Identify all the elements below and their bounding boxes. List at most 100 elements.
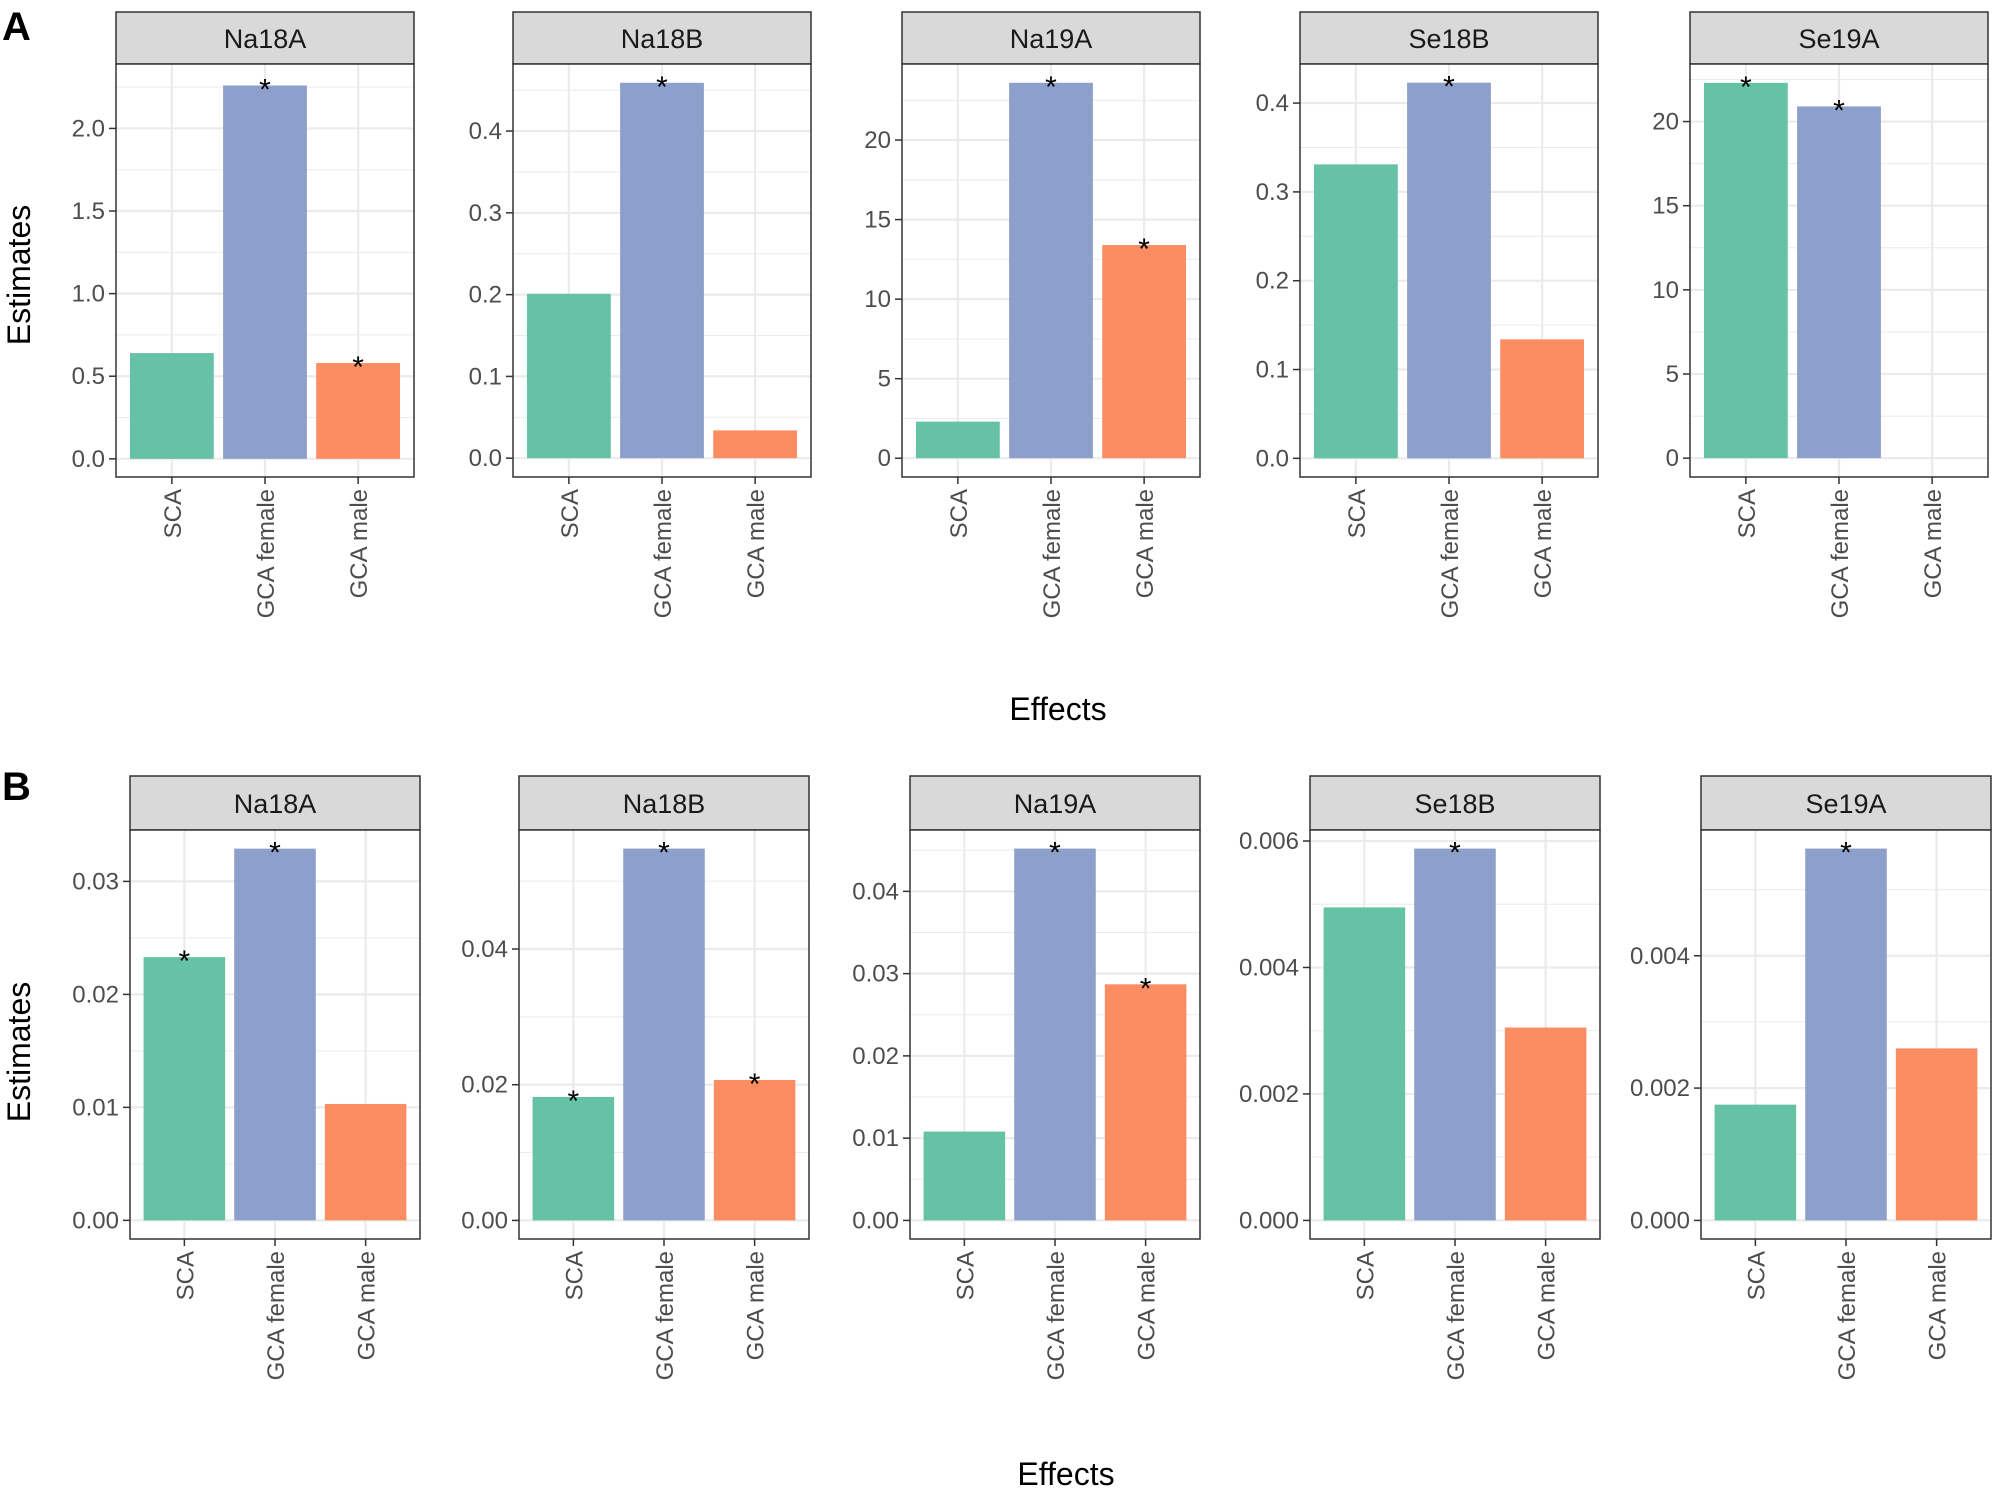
y-tick-label: 0.02 [72, 981, 119, 1008]
x-tick-label: GCA male [1530, 489, 1557, 598]
bar-gca-female [1414, 848, 1496, 1221]
x-tick-label: SCA [172, 1251, 199, 1300]
x-tick-label: SCA [1734, 489, 1761, 538]
x-tick-label: GCA male [743, 1251, 770, 1360]
bar-gca-male [1500, 339, 1585, 459]
x-tick-label: SCA [1344, 489, 1371, 538]
bar-gca-male [1102, 245, 1187, 459]
y-tick-label: 0.004 [1239, 954, 1299, 981]
bar-gca-male [1504, 1027, 1587, 1221]
bar-sca [1313, 164, 1398, 459]
significance-star: * [1045, 71, 1057, 104]
y-tick-label: 0.002 [1239, 1081, 1299, 1108]
x-tick-label: GCA male [1534, 1251, 1561, 1360]
significance-star: * [1833, 94, 1845, 127]
x-tick-label: SCA [557, 489, 584, 538]
facet-title: Na18A [234, 789, 317, 819]
x-tick-label: SCA [1743, 1251, 1770, 1300]
facet-title: Na18B [623, 789, 706, 819]
significance-star: * [269, 837, 281, 870]
y-tick-label: 0.3 [469, 200, 502, 227]
bar-sca [532, 1096, 615, 1221]
y-tick-label: 20 [864, 127, 891, 154]
facet-b-na19a: Na19A 0.00 0.01 0.02 0.03 0.04 * * SCA GCA female… [852, 775, 1201, 1380]
x-tick-label: GCA female [650, 489, 677, 618]
bar-gca-male [1104, 984, 1187, 1221]
y-tick-label: 15 [864, 207, 891, 234]
y-tick-label: 20 [1652, 109, 1679, 136]
x-tick-label: SCA [952, 1251, 979, 1300]
x-axis-title-b: Effects [1017, 1456, 1114, 1490]
bar-gca-male [713, 1079, 796, 1221]
facet-strip [129, 775, 421, 831]
y-tick-label: 0.4 [469, 118, 502, 145]
y-tick-label: 0 [1666, 445, 1679, 472]
x-tick-label: SCA [946, 489, 973, 538]
bar-gca-female [1009, 82, 1093, 459]
x-tick-label: GCA male [354, 1251, 381, 1360]
bar-gca-female [620, 82, 704, 459]
bar-gca-female [623, 848, 705, 1221]
significance-star: * [568, 1085, 580, 1118]
bar-sca [1703, 82, 1788, 459]
bar-gca-male [1895, 1048, 1978, 1221]
x-tick-label: GCA female [1827, 489, 1854, 618]
significance-star: * [656, 71, 668, 104]
facet-a-na18b: Na18B 0.0 0.1 0.2 0.3 0.4 * SCA GCA female GCA ma… [469, 11, 812, 618]
x-tick-label: GCA male [346, 489, 373, 598]
y-tick-label: 0.0 [72, 446, 105, 473]
x-tick-label: GCA male [1132, 489, 1159, 598]
y-tick-label: 0.0 [469, 445, 502, 472]
bar-gca-male [316, 363, 401, 459]
x-tick-label: GCA female [1437, 489, 1464, 618]
y-tick-label: 0.00 [852, 1207, 899, 1234]
significance-star: * [259, 73, 271, 106]
x-tick-label: GCA female [1039, 489, 1066, 618]
facet-title: Se18B [1414, 789, 1495, 819]
x-axis-title-a: Effects [1009, 691, 1106, 727]
significance-star: * [749, 1068, 761, 1101]
facet-strip [1309, 775, 1601, 831]
facet-title: Se19A [1798, 24, 1879, 54]
y-tick-label: 0.1 [1256, 357, 1289, 384]
bar-sca [915, 421, 1000, 459]
bar-sca [1323, 907, 1406, 1221]
facet-title: Se18B [1408, 24, 1489, 54]
bar-sca [143, 957, 226, 1221]
y-tick-label: 2.0 [72, 115, 105, 142]
bar-sca [1714, 1104, 1797, 1221]
x-tick-label: GCA female [1043, 1251, 1070, 1380]
facet-title: Na18A [224, 24, 307, 54]
y-tick-label: 10 [864, 286, 891, 313]
y-tick-label: 0.004 [1630, 943, 1690, 970]
y-tick-label: 0.000 [1239, 1207, 1299, 1234]
facet-b-na18b: Na18B 0.00 0.02 0.04 * * * SCA GCA female GCA mal… [461, 775, 810, 1380]
panel-label-a: A [2, 5, 31, 49]
bar-gca-male [713, 430, 798, 459]
x-tick-label: SCA [561, 1251, 588, 1300]
y-tick-label: 0.1 [469, 363, 502, 390]
facet-strip [115, 11, 415, 65]
panel-label-b: B [2, 765, 31, 809]
facet-title: Na19A [1014, 789, 1097, 819]
y-tick-label: 0.006 [1239, 828, 1299, 855]
facet-strip [1299, 11, 1599, 65]
significance-star: * [1840, 837, 1852, 870]
y-tick-label: 15 [1652, 193, 1679, 220]
bar-gca-female [1407, 82, 1491, 459]
y-tick-label: 0.4 [1256, 90, 1289, 117]
facets-layer: Na18A 0.0 0.5 1.0 1.5 2.0 * * SCA GCA female GCA m… [72, 11, 1992, 1380]
y-tick-label: 1.0 [72, 281, 105, 308]
y-tick-label: 0.3 [1256, 179, 1289, 206]
bar-gca-female [223, 85, 307, 459]
x-tick-label: GCA male [1920, 489, 1947, 598]
facet-title: Se19A [1805, 789, 1886, 819]
y-tick-label: 0.0 [1256, 445, 1289, 472]
y-tick-label: 0.00 [461, 1207, 508, 1234]
y-axis-title-b: Estimates [1, 982, 37, 1122]
bar-gca-female [1014, 848, 1096, 1221]
x-tick-label: GCA male [1925, 1251, 1952, 1360]
bar-sca [923, 1131, 1006, 1221]
y-tick-label: 0.2 [1256, 268, 1289, 295]
